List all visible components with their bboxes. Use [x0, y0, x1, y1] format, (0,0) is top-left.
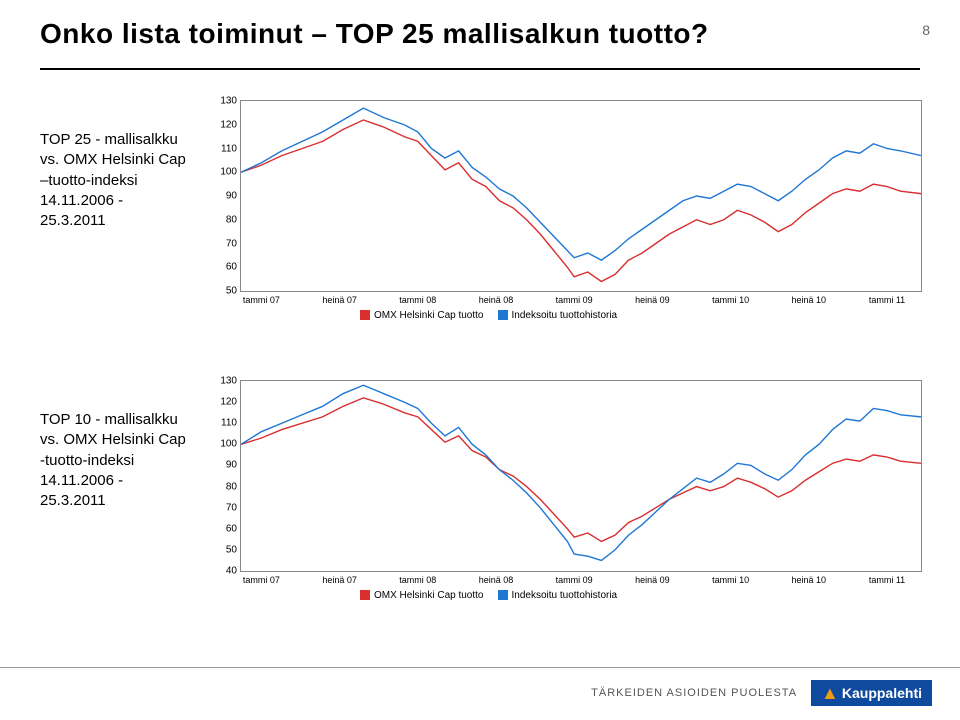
slide: Onko lista toiminut – TOP 25 mallisalkun…: [0, 0, 960, 720]
chart-bottom: 405060708090100110120130tammi 07heinä 07…: [240, 380, 922, 572]
caption-top: TOP 25 - mallisalkku vs. OMX Helsinki Ca…: [40, 130, 190, 231]
logo-text: Kauppalehti: [842, 685, 922, 701]
footer-slogan: TÄRKEIDEN ASIOIDEN PUOLESTA: [591, 687, 797, 699]
chart-bottom-svg: [241, 381, 921, 571]
chart-top: 5060708090100110120130tammi 07heinä 07ta…: [240, 100, 922, 292]
legend-top: OMX Helsinki Cap tuotto Indeksoitu tuott…: [360, 310, 617, 321]
flame-icon: ▲: [821, 684, 839, 702]
legend-item-portfolio: Indeksoitu tuottohistoria: [498, 310, 618, 321]
legend-item-omx: OMX Helsinki Cap tuotto: [360, 590, 484, 601]
legend-item-omx: OMX Helsinki Cap tuotto: [360, 310, 484, 321]
page-title: Onko lista toiminut – TOP 25 mallisalkun…: [40, 18, 709, 50]
chart-top-svg: [241, 101, 921, 291]
kauppalehti-logo: ▲ Kauppalehti: [811, 680, 932, 706]
legend-bottom: OMX Helsinki Cap tuotto Indeksoitu tuott…: [360, 590, 617, 601]
caption-bottom: TOP 10 - mallisalkku vs. OMX Helsinki Ca…: [40, 410, 190, 511]
footer-rule: [0, 667, 960, 668]
title-rule: [40, 68, 920, 70]
page-number: 8: [922, 22, 930, 38]
legend-item-portfolio: Indeksoitu tuottohistoria: [498, 590, 618, 601]
footer: TÄRKEIDEN ASIOIDEN PUOLESTA ▲ Kauppaleht…: [591, 680, 932, 706]
